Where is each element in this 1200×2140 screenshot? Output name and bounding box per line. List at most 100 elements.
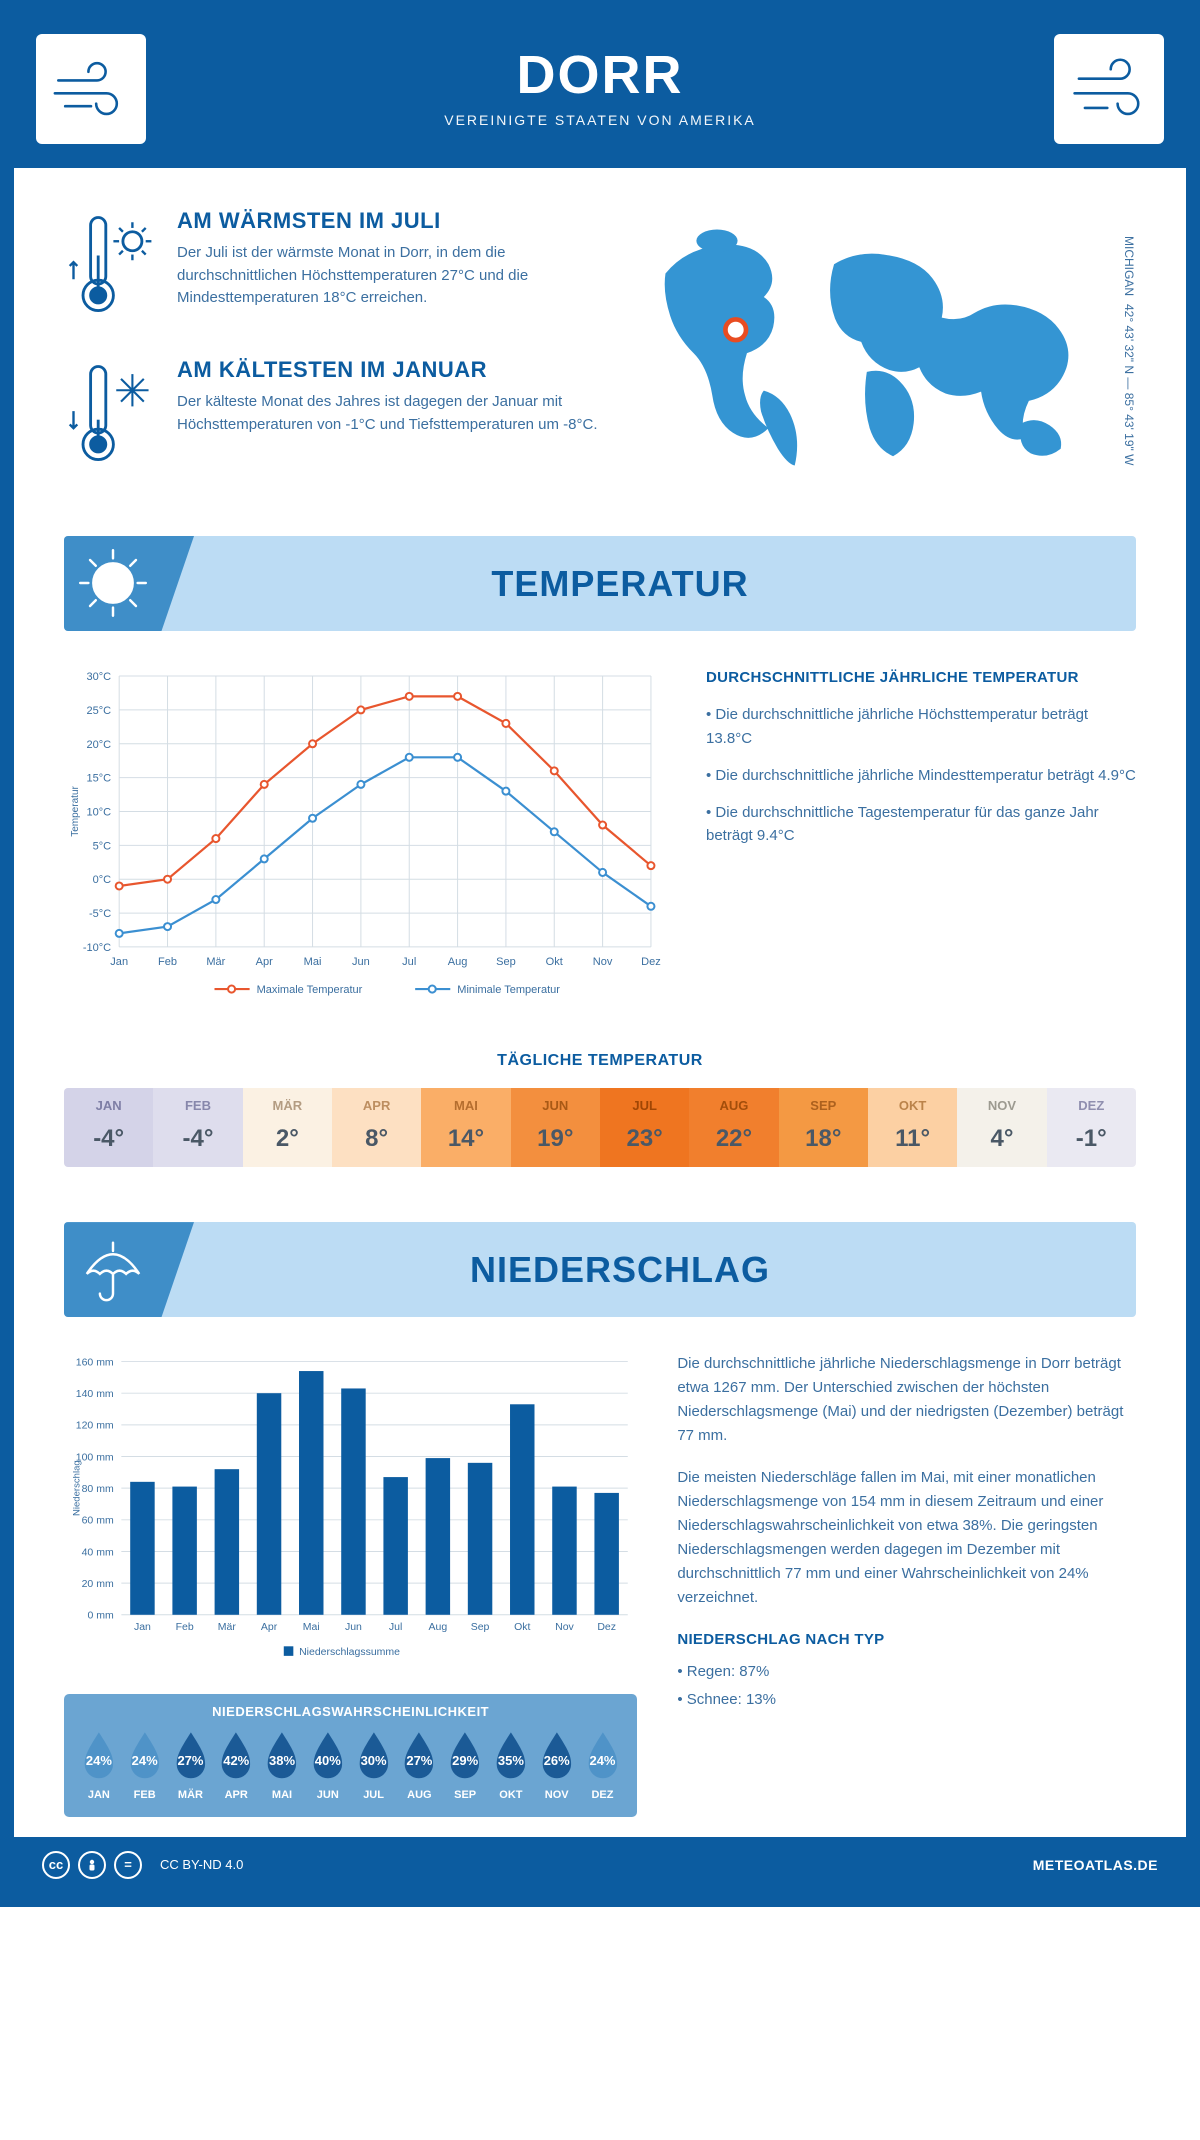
precip-prob-drop: 27%AUG: [398, 1729, 440, 1800]
precip-probability-box: NIEDERSCHLAGSWAHRSCHEINLICHKEIT 24%JAN24…: [64, 1694, 637, 1816]
daily-temp-cell: JUL23°: [600, 1088, 689, 1167]
region-label: MICHIGAN: [1122, 236, 1136, 296]
license-badges: cc = CC BY-ND 4.0: [42, 1851, 243, 1879]
world-map: MICHIGAN 42° 43' 32" N — 85° 43' 19" W: [628, 208, 1136, 494]
svg-text:Feb: Feb: [158, 956, 177, 968]
precip-prob-drop: 27%MÄR: [170, 1729, 212, 1800]
svg-text:Jun: Jun: [345, 1621, 362, 1633]
intro-row: AM WÄRMSTEN IM JULI Der Juli ist der wär…: [64, 208, 1136, 506]
svg-text:20 mm: 20 mm: [82, 1578, 114, 1590]
nd-icon: =: [114, 1851, 142, 1879]
daily-temp-cell: MÄR2°: [243, 1088, 332, 1167]
svg-text:Aug: Aug: [448, 956, 468, 968]
cc-icon: cc: [42, 1851, 70, 1879]
precip-type-title: NIEDERSCHLAG NACH TYP: [677, 1628, 1136, 1652]
svg-text:Mär: Mär: [206, 956, 225, 968]
svg-text:140 mm: 140 mm: [76, 1388, 114, 1400]
svg-text:Maximale Temperatur: Maximale Temperatur: [257, 984, 363, 996]
precip-paragraph: Die meisten Niederschläge fallen im Mai,…: [677, 1466, 1136, 1610]
warmest-body: Der Juli ist der wärmste Monat in Dorr, …: [177, 242, 598, 310]
svg-text:Jan: Jan: [134, 1621, 151, 1633]
svg-text:10°C: 10°C: [87, 806, 112, 818]
daily-temp-cell: AUG22°: [689, 1088, 778, 1167]
svg-text:Jul: Jul: [389, 1621, 402, 1633]
coldest-fact: AM KÄLTESTEN IM JANUAR Der kälteste Mona…: [64, 357, 598, 476]
by-icon: [78, 1851, 106, 1879]
svg-text:Niederschlag: Niederschlag: [71, 1460, 82, 1516]
svg-text:Okt: Okt: [546, 956, 563, 968]
svg-text:Jan: Jan: [110, 956, 128, 968]
svg-text:Jul: Jul: [402, 956, 416, 968]
precip-bar-chart: 0 mm20 mm40 mm60 mm80 mm100 mm120 mm140 …: [64, 1352, 637, 1667]
header: DORR VEREINIGTE STAATEN VON AMERIKA: [14, 14, 1186, 168]
daily-temp-cell: JUN19°: [511, 1088, 600, 1167]
svg-text:Feb: Feb: [176, 1621, 194, 1633]
footer-brand: METEOATLAS.DE: [1033, 1857, 1158, 1873]
umbrella-icon: [64, 1222, 194, 1317]
svg-text:Jun: Jun: [352, 956, 370, 968]
svg-text:Aug: Aug: [429, 1621, 448, 1633]
svg-text:25°C: 25°C: [87, 705, 112, 717]
svg-text:0°C: 0°C: [93, 874, 112, 886]
precip-text: Die durchschnittliche jährliche Niedersc…: [677, 1352, 1136, 1816]
daily-temp-grid: JAN-4°FEB-4°MÄR2°APR8°MAI14°JUN19°JUL23°…: [64, 1088, 1136, 1167]
thermometer-snow-icon: [64, 357, 159, 476]
svg-text:Nov: Nov: [555, 1621, 574, 1633]
warmest-title: AM WÄRMSTEN IM JULI: [177, 208, 598, 234]
precip-prob-drop: 24%JAN: [78, 1729, 120, 1800]
svg-text:-5°C: -5°C: [89, 908, 111, 920]
svg-text:Minimale Temperatur: Minimale Temperatur: [457, 984, 560, 996]
map-marker-icon: [725, 319, 746, 340]
section-title: TEMPERATUR: [194, 563, 1046, 605]
svg-text:Apr: Apr: [261, 1621, 278, 1633]
coldest-body: Der kälteste Monat des Jahres ist dagege…: [177, 391, 598, 436]
svg-text:80 mm: 80 mm: [82, 1483, 114, 1495]
precip-prob-drop: 40%JUN: [307, 1729, 349, 1800]
warmest-fact: AM WÄRMSTEN IM JULI Der Juli ist der wär…: [64, 208, 598, 327]
daily-temp-cell: JAN-4°: [64, 1088, 153, 1167]
svg-text:Dez: Dez: [597, 1621, 616, 1633]
daily-temp-cell: NOV4°: [957, 1088, 1046, 1167]
svg-text:Apr: Apr: [256, 956, 273, 968]
section-bar-precip: NIEDERSCHLAG: [64, 1222, 1136, 1317]
precip-prob-drop: 30%JUL: [353, 1729, 395, 1800]
daily-temp-cell: OKT11°: [868, 1088, 957, 1167]
temperature-line-chart: -10°C-5°C0°C5°C10°C15°C20°C25°C30°CJanFe…: [64, 666, 666, 1007]
sun-icon: [64, 536, 194, 631]
thermometer-sun-icon: [64, 208, 159, 327]
footer: cc = CC BY-ND 4.0 METEOATLAS.DE: [14, 1837, 1186, 1893]
svg-text:Mär: Mär: [218, 1621, 237, 1633]
svg-text:120 mm: 120 mm: [76, 1420, 114, 1432]
svg-text:Okt: Okt: [514, 1621, 530, 1633]
daily-temp-title: TÄGLICHE TEMPERATUR: [64, 1052, 1136, 1070]
notes-bullet: • Die durchschnittliche jährliche Mindes…: [706, 764, 1136, 787]
svg-text:15°C: 15°C: [87, 773, 112, 785]
precip-prob-drop: 29%SEP: [444, 1729, 486, 1800]
svg-text:Nov: Nov: [593, 956, 613, 968]
daily-temp-cell: DEZ-1°: [1047, 1088, 1136, 1167]
daily-temp-cell: APR8°: [332, 1088, 421, 1167]
page-subtitle: VEREINIGTE STAATEN VON AMERIKA: [34, 112, 1166, 128]
svg-text:30°C: 30°C: [87, 671, 112, 683]
svg-text:Mai: Mai: [303, 1621, 320, 1633]
svg-text:Sep: Sep: [471, 1621, 490, 1633]
svg-text:160 mm: 160 mm: [76, 1357, 114, 1369]
section-bar-temperature: TEMPERATUR: [64, 536, 1136, 631]
daily-temp-cell: FEB-4°: [153, 1088, 242, 1167]
notes-bullet: • Die durchschnittliche jährliche Höchst…: [706, 703, 1136, 750]
precip-prob-drop: 35%OKT: [490, 1729, 532, 1800]
prob-title: NIEDERSCHLAGSWAHRSCHEINLICHKEIT: [78, 1704, 623, 1719]
svg-text:Temperatur: Temperatur: [70, 785, 81, 836]
precip-prob-drop: 24%FEB: [124, 1729, 166, 1800]
notes-title: DURCHSCHNITTLICHE JÄHRLICHE TEMPERATUR: [706, 666, 1136, 689]
svg-text:Niederschlagssumme: Niederschlagssumme: [299, 1646, 400, 1658]
section-title: NIEDERSCHLAG: [194, 1249, 1046, 1291]
svg-text:5°C: 5°C: [93, 840, 112, 852]
svg-text:0 mm: 0 mm: [87, 1610, 114, 1622]
precip-paragraph: Die durchschnittliche jährliche Niedersc…: [677, 1352, 1136, 1448]
temperature-notes: DURCHSCHNITTLICHE JÄHRLICHE TEMPERATUR •…: [706, 666, 1136, 1012]
svg-text:20°C: 20°C: [87, 739, 112, 751]
svg-text:Mai: Mai: [304, 956, 322, 968]
precip-type-bullet: • Regen: 87%: [677, 1660, 1136, 1684]
svg-text:60 mm: 60 mm: [82, 1515, 114, 1527]
